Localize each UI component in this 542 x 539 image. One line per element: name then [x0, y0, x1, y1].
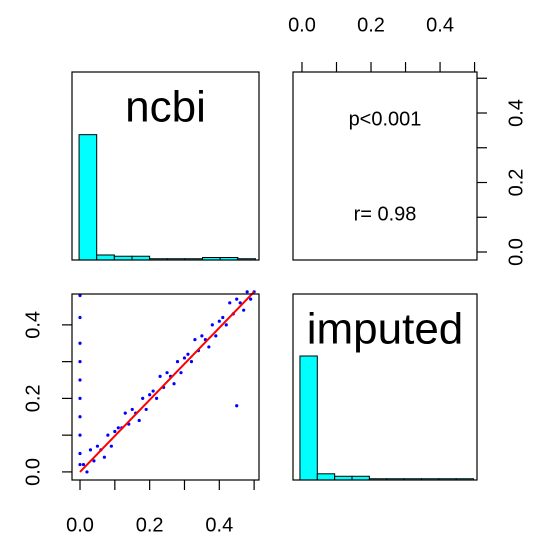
point	[78, 415, 82, 419]
annotation: p<0.001	[349, 108, 422, 130]
y-tick-label: 0.0	[505, 238, 527, 266]
point	[175, 360, 180, 364]
point	[249, 297, 253, 301]
point	[78, 315, 82, 320]
point	[193, 337, 197, 342]
point	[130, 407, 134, 412]
point	[200, 334, 204, 338]
panel-frame	[71, 71, 260, 261]
point	[116, 426, 120, 430]
point	[235, 297, 239, 301]
x-tick-label: 0.4	[426, 14, 454, 36]
point	[235, 404, 239, 408]
point	[242, 308, 246, 312]
point	[165, 371, 169, 375]
point	[92, 459, 96, 463]
x-tick-label: 0.2	[136, 514, 164, 536]
point	[78, 451, 82, 456]
x-tick-label: 0.2	[357, 14, 385, 36]
point	[217, 319, 221, 323]
point	[214, 334, 218, 338]
point	[78, 433, 82, 437]
point	[155, 396, 159, 400]
point	[148, 393, 152, 397]
point	[78, 360, 82, 364]
point	[113, 429, 117, 434]
trend-line	[79, 291, 255, 473]
panel-label: imputed	[307, 305, 464, 354]
point	[109, 444, 113, 448]
hist-bar	[316, 473, 336, 481]
point	[210, 323, 214, 327]
point	[245, 290, 249, 294]
point	[137, 418, 141, 423]
point	[81, 462, 86, 467]
point	[158, 374, 162, 378]
point	[123, 411, 127, 415]
point	[189, 360, 194, 364]
point	[141, 396, 145, 400]
point	[78, 396, 82, 400]
point	[88, 448, 93, 452]
point	[182, 356, 187, 360]
point	[151, 389, 155, 393]
panel-frame	[292, 71, 478, 261]
point	[95, 444, 100, 448]
annotation: r= 0.98	[354, 203, 417, 225]
y-tick-label: 0.0	[22, 458, 44, 486]
point	[224, 323, 228, 327]
point	[221, 315, 225, 320]
point	[106, 433, 110, 437]
point	[78, 293, 82, 298]
point	[179, 371, 183, 375]
point	[78, 462, 82, 467]
panel-label: ncbi	[125, 83, 206, 132]
x-tick-label: 0.4	[205, 514, 233, 536]
y-tick-label: 0.2	[22, 384, 44, 412]
point	[172, 382, 176, 386]
point	[238, 301, 242, 305]
point	[144, 407, 148, 412]
hist-bar	[96, 254, 115, 261]
y-tick-label: 0.4	[22, 311, 44, 339]
point	[207, 345, 211, 349]
point	[186, 352, 190, 356]
point	[228, 301, 232, 305]
panel-frame	[71, 293, 260, 481]
x-tick-label: 0.0	[288, 14, 316, 36]
panel-frame	[292, 293, 478, 481]
hist-bar	[299, 355, 318, 481]
y-tick-label: 0.2	[505, 169, 527, 197]
point	[78, 378, 82, 382]
point	[78, 341, 82, 345]
hist-bar	[78, 134, 98, 261]
point	[85, 470, 89, 474]
point	[102, 455, 106, 459]
x-tick-label: 0.0	[66, 514, 94, 536]
y-tick-label: 0.4	[505, 99, 527, 127]
